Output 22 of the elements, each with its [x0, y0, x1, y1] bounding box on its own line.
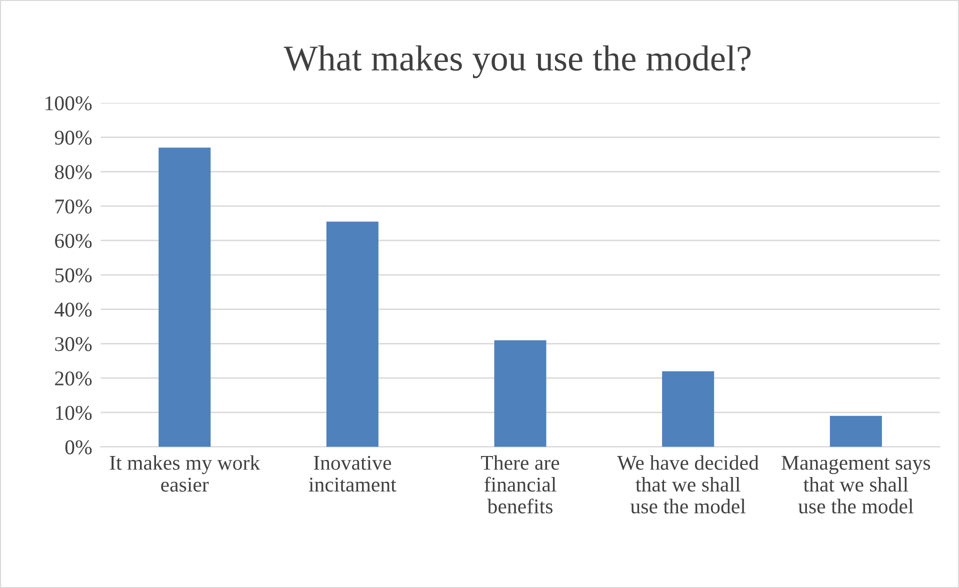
bar: [158, 148, 211, 447]
bar: [662, 371, 714, 447]
y-tick-label: 100%: [46, 96, 92, 110]
y-tick-label: 30%: [55, 337, 92, 352]
x-tick-label: There are financial benefits: [481, 455, 560, 514]
x-tick-label: Management says that we shall use the model: [782, 456, 930, 514]
bar: [830, 416, 882, 447]
y-tick-label: 70%: [56, 199, 92, 214]
y-tick-label: 0%: [65, 440, 92, 454]
y-tick-label: 50%: [55, 268, 92, 282]
y-tick-label: 20%: [55, 371, 92, 386]
y-tick-label: 60%: [55, 234, 92, 248]
bar: [494, 340, 546, 447]
x-tick-label: It makes my work easier: [110, 455, 260, 492]
y-tick-label: 40%: [54, 302, 92, 317]
y-tick-label: 80%: [54, 165, 92, 180]
y-tick-label: 10%: [56, 406, 92, 420]
y-tick-label: 90%: [54, 130, 92, 145]
x-tick-label: Inovative incitament: [308, 456, 396, 492]
x-tick-label: We have decided that we shall use the model: [617, 455, 759, 514]
chart-title: What makes you use the model?: [284, 45, 751, 78]
bar: [326, 222, 378, 447]
